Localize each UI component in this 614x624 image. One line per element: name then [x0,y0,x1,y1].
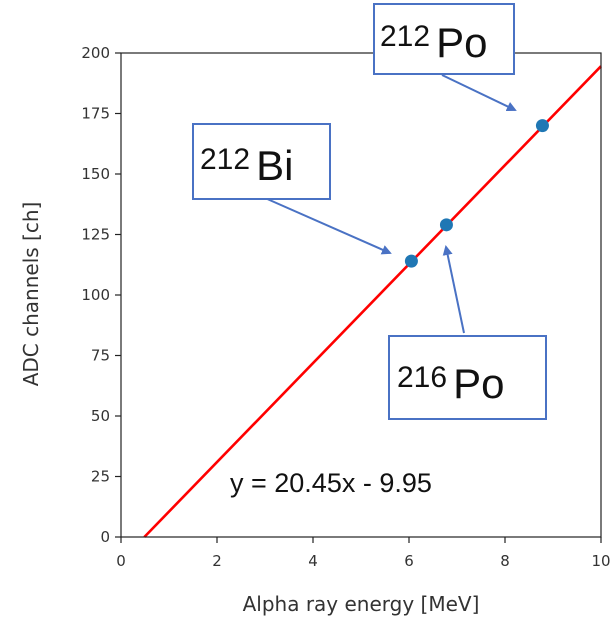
y-axis: 0 25 50 75 100 125 150 175 200 [81,44,121,546]
y-tick-label: 125 [81,226,110,244]
annotation-box [373,3,515,75]
data-point [439,218,453,232]
annotation-arrow [441,74,517,112]
y-tick-label: 100 [81,286,110,304]
x-axis-title: Alpha ray energy [MeV] [243,592,480,616]
y-tick-label: 200 [81,44,110,62]
annotation-box [192,123,331,200]
x-tick-label: 6 [404,552,414,570]
y-axis-title: ADC channels [ch] [19,202,43,387]
fit-line-layer [143,65,602,538]
annotation-label: 212 Bi [200,142,293,189]
annotation-label: 212 Po [380,19,487,66]
annotation-po216: 216 Po [388,245,547,420]
annotation-po212: 212 Po [373,3,517,112]
annotation-mass: 212 [200,143,250,176]
y-tick-label: 50 [91,407,110,425]
x-tick-label: 2 [212,552,222,570]
fit-equation: y = 20.45x - 9.95 [230,468,432,498]
data-point [535,119,549,133]
x-axis: 0 2 4 6 8 10 [116,537,611,570]
annotation-bi212: 212 Bi [192,123,392,255]
annotation-symbol: Po [453,360,504,407]
y-tick-label: 75 [91,347,110,365]
annotation-label: 216 Po [397,360,504,407]
annotation-mass: 216 [397,361,447,394]
x-tick-label: 8 [500,552,510,570]
annotation-arrow [442,245,465,334]
x-tick-label: 10 [591,552,610,570]
x-tick-label: 0 [116,552,126,570]
annotation-symbol: Bi [256,142,293,189]
y-tick-label: 0 [100,528,110,546]
y-tick-label: 175 [81,105,110,123]
y-tick-label: 150 [81,165,110,183]
annotation-box [388,335,547,420]
data-point [404,254,418,268]
fit-line [143,65,602,538]
data-points [404,119,549,268]
annotation-arrow [264,197,392,255]
annotation-mass: 212 [380,20,430,53]
y-tick-label: 25 [91,468,110,486]
annotation-symbol: Po [436,19,487,66]
x-tick-label: 4 [308,552,318,570]
